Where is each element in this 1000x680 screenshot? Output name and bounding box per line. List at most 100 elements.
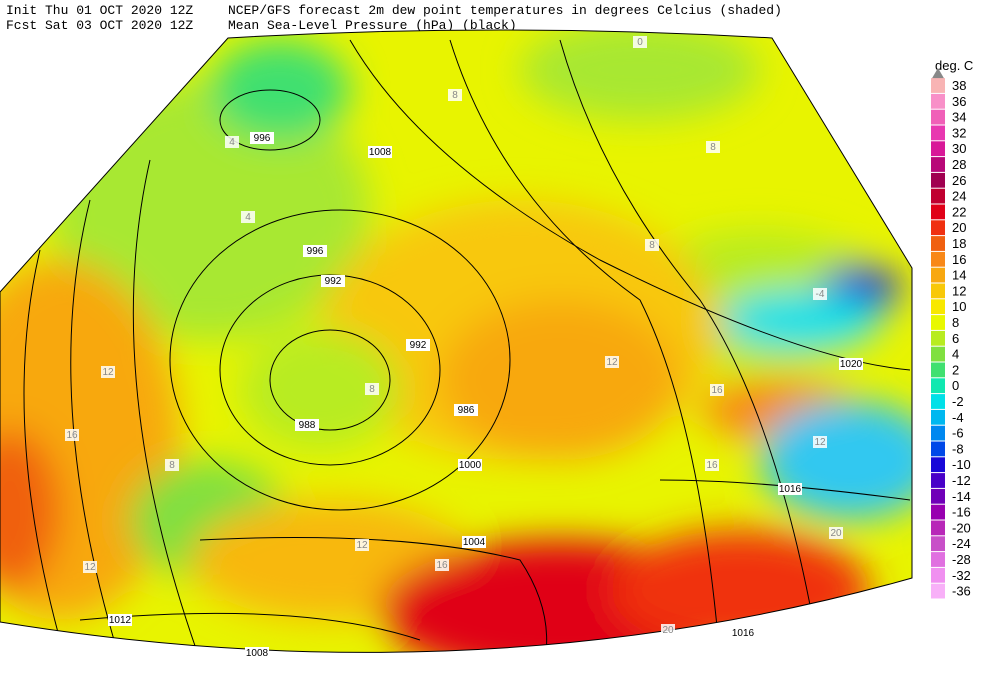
- dewpoint-label: 12: [102, 367, 114, 378]
- pressure-label-bg: [321, 275, 345, 287]
- dewpoint-label-bg: [706, 141, 720, 153]
- legend-swatch: [931, 188, 945, 204]
- pressure-label: 1012: [109, 615, 132, 626]
- dewpoint-label: 8: [169, 460, 175, 471]
- legend-label: 14: [952, 268, 966, 283]
- dewpoint-label-bg: [65, 429, 79, 441]
- pressure-label: 1008: [369, 147, 392, 158]
- dewpoint-label-bg: [661, 624, 675, 636]
- legend-swatch: [931, 567, 945, 583]
- dewpoint-label-bg: [448, 89, 462, 101]
- init-time: Init Thu 01 OCT 2020 12Z: [6, 3, 193, 18]
- dewpoint-label: 8: [710, 142, 716, 153]
- dewpoint-label: 20: [830, 528, 842, 539]
- pressure-label-bg: [462, 536, 486, 548]
- pressure-label-bg: [731, 627, 755, 639]
- legend-label: 18: [952, 236, 966, 251]
- forecast-time: Fcst Sat 03 OCT 2020 12Z: [6, 18, 193, 33]
- legend-swatch: [931, 583, 945, 599]
- legend-label: 12: [952, 283, 966, 298]
- dewpoint-label: 12: [356, 540, 368, 551]
- legend-label: 22: [952, 204, 966, 219]
- dewpoint-label: 4: [229, 137, 235, 148]
- dewpoint-label-bg: [813, 288, 827, 300]
- legend-swatch: [931, 457, 945, 473]
- map-subtitle: Mean Sea-Level Pressure (hPa) (black): [228, 18, 517, 33]
- dewpoint-label-bg: [645, 239, 659, 251]
- legend-swatch: [931, 552, 945, 567]
- legend-swatch: [931, 251, 945, 267]
- legend-swatch: [931, 93, 945, 109]
- legend-swatch: [931, 504, 945, 520]
- legend-label: -32: [952, 568, 971, 583]
- legend-label: -2: [952, 394, 964, 409]
- legend-swatch: [931, 157, 945, 172]
- legend-swatch: [931, 536, 945, 552]
- legend-swatch: [931, 441, 945, 457]
- dewpoint-label-bg: [165, 459, 179, 471]
- legend-title: deg. C: [935, 58, 973, 73]
- pressure-label: 1016: [732, 628, 755, 639]
- dewpoint-label-bg: [83, 561, 97, 573]
- pressure-label: 992: [325, 276, 342, 287]
- legend-swatch: [931, 330, 945, 346]
- legend-swatch: [931, 425, 945, 441]
- legend-swatch: [931, 520, 945, 536]
- legend-label: 4: [952, 347, 959, 362]
- legend-label: -12: [952, 473, 971, 488]
- pressure-label-bg: [406, 339, 430, 351]
- pressure-label-bg: [250, 132, 274, 144]
- legend-swatch: [931, 141, 945, 157]
- legend-label: -36: [952, 584, 971, 599]
- legend-swatch: [931, 267, 945, 283]
- legend-swatch: [931, 362, 945, 378]
- legend-swatch: [931, 409, 945, 425]
- legend-label: -10: [952, 457, 971, 472]
- dewpoint-label-bg: [435, 559, 449, 571]
- pressure-label: 992: [410, 340, 427, 351]
- pressure-label: 1000: [459, 460, 482, 471]
- legend-swatch: [931, 204, 945, 220]
- dewpoint-label-bg: [365, 383, 379, 395]
- pressure-label: 1020: [840, 359, 863, 370]
- pressure-label-bg: [458, 459, 482, 471]
- dewpoint-label: 8: [452, 90, 458, 101]
- pressure-label-bg: [303, 245, 327, 257]
- legend-swatch: [931, 78, 945, 93]
- pressure-label: 1008: [246, 648, 269, 659]
- legend-label: 32: [952, 125, 966, 140]
- pressure-label: 1004: [463, 537, 486, 548]
- dewpoint-label: 12: [84, 562, 96, 573]
- dewpoint-label: 12: [606, 357, 618, 368]
- dewpoint-label: 12: [814, 437, 826, 448]
- legend-label: 16: [952, 252, 966, 267]
- legend-label: -14: [952, 489, 971, 504]
- legend-swatch: [931, 172, 945, 188]
- legend-label: -24: [952, 536, 971, 551]
- pressure-label-bg: [778, 483, 802, 495]
- dewpoint-label: -4: [816, 289, 825, 300]
- legend-swatch: [931, 394, 945, 409]
- legend-swatch: [931, 315, 945, 330]
- dewpoint-label-bg: [633, 36, 647, 48]
- legend-label: 38: [952, 78, 966, 93]
- pressure-label: 986: [458, 405, 475, 416]
- pressure-label-bg: [368, 146, 392, 158]
- pressure-label: 988: [299, 420, 316, 431]
- legend-label: 28: [952, 157, 966, 172]
- dewpoint-label-bg: [101, 366, 115, 378]
- dewpoint-label-bg: [241, 211, 255, 223]
- dewpoint-label: 16: [711, 385, 723, 396]
- dewpoint-label: 0: [637, 37, 643, 48]
- legend-label: -20: [952, 520, 971, 535]
- legend-swatch: [931, 109, 945, 125]
- legend-label: 26: [952, 173, 966, 188]
- pressure-label-bg: [454, 404, 478, 416]
- legend-label: 0: [952, 378, 959, 393]
- legend-label: 6: [952, 331, 959, 346]
- dewpoint-label-bg: [605, 356, 619, 368]
- pressure-label-bg: [108, 614, 132, 626]
- dewpoint-label-bg: [355, 539, 369, 551]
- legend-label: -16: [952, 505, 971, 520]
